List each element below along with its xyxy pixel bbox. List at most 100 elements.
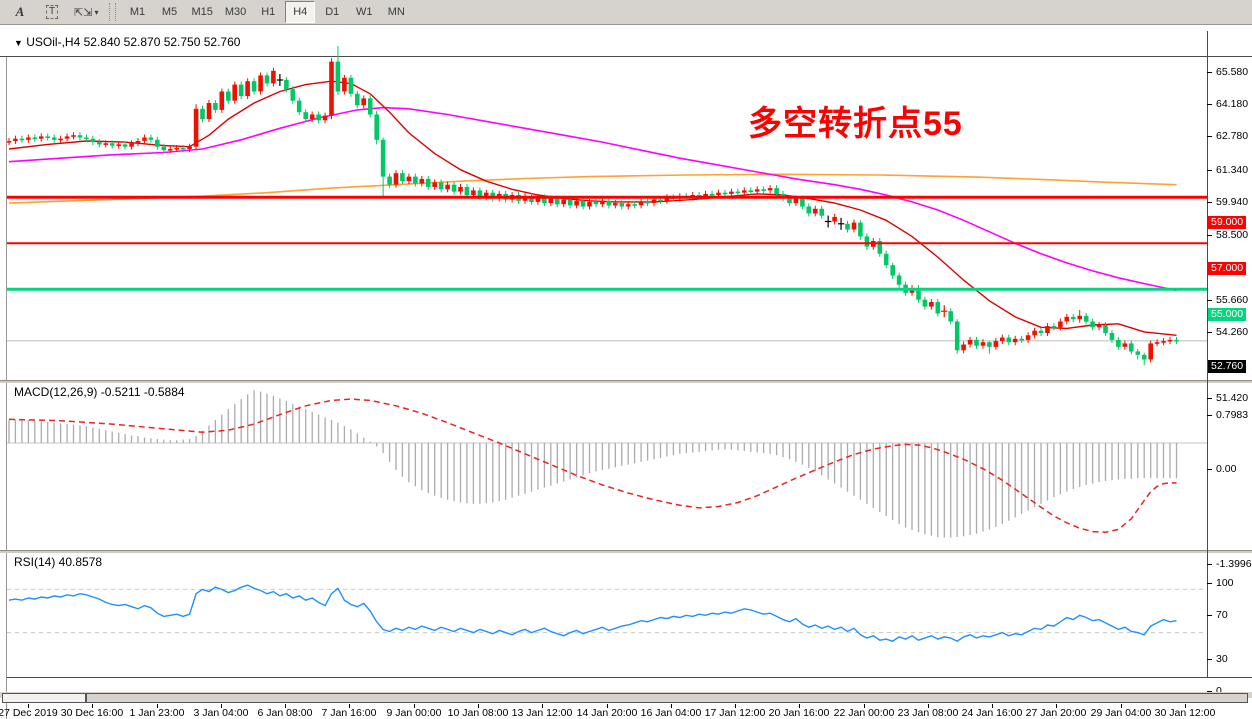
chart-frame-left <box>6 57 10 719</box>
time-axis-label: 10 Jan 08:00 <box>447 707 509 719</box>
time-axis-label: 6 Jan 08:00 <box>257 707 313 719</box>
panel-splitter-macd[interactable] <box>0 380 1252 383</box>
ohlc-values: 52.840 52.870 52.750 52.760 <box>83 35 241 49</box>
timeframe-m15-button[interactable]: M15 <box>191 6 213 18</box>
price-tick <box>1207 136 1212 137</box>
price-level-tag: 57.000 <box>1208 262 1247 275</box>
time-axis-label: 27 Dec 2019 <box>0 707 58 719</box>
annotate-icon: A <box>15 4 25 19</box>
toolbar-grip <box>109 3 117 21</box>
time-axis-label: 14 Jan 20:00 <box>576 707 638 719</box>
time-axis-label: 22 Jan 00:00 <box>833 707 895 719</box>
text-tool-button[interactable]: T <box>37 1 67 23</box>
price-tick-label: 64.180 <box>1216 98 1249 110</box>
cursor-icon: ⇱⇲ <box>74 6 93 19</box>
price-level-tag: 52.760 <box>1208 360 1247 373</box>
time-axis-label: 27 Jan 20:00 <box>1025 707 1087 719</box>
time-axis-label: 30 Dec 16:00 <box>60 707 124 719</box>
price-tick-label: 51.420 <box>1216 392 1249 404</box>
price-tick-label: 61.340 <box>1216 164 1249 176</box>
panel-splitter-rsi[interactable] <box>0 550 1252 553</box>
time-axis-line <box>7 677 1252 678</box>
macd-tick-label: 0.00 <box>1216 463 1237 475</box>
time-axis-label: 13 Jan 12:00 <box>511 707 573 719</box>
chart-symbol-title[interactable]: ▼ USOil-,H4 52.840 52.870 52.750 52.760 <box>14 35 240 49</box>
symbol-period-label: USOil-,H4 <box>26 35 81 49</box>
price-level-tag: 55.000 <box>1208 308 1247 321</box>
timeframe-w1-button[interactable]: W1 <box>356 6 373 18</box>
macd-tick <box>1207 469 1212 470</box>
timeframe-d1-button[interactable]: D1 <box>325 6 340 18</box>
ma-medium-line <box>8 106 1177 292</box>
chevron-down-icon: ▾ <box>94 7 99 17</box>
price-tick-label: 62.780 <box>1216 130 1249 142</box>
price-axis-line <box>1207 31 1208 677</box>
time-axis-label: 29 Jan 04:00 <box>1090 707 1152 719</box>
rsi-tick-label: 100 <box>1216 577 1234 589</box>
timeframe-m1-button[interactable]: M1 <box>129 6 146 18</box>
time-axis-label: 16 Jan 04:00 <box>640 707 702 719</box>
timeframe-m30-button[interactable]: M30 <box>224 6 247 18</box>
macd-histogram <box>8 390 1178 538</box>
macd-signal-line <box>8 398 1177 533</box>
main-chart-panel[interactable] <box>7 31 1207 380</box>
timeframe-mn-button[interactable]: MN <box>387 6 405 18</box>
rsi-tick-label: 0 <box>1216 685 1222 697</box>
macd-indicator-label: MACD(12,26,9) -0.5211 -0.5884 <box>14 385 185 399</box>
rsi-tick <box>1207 691 1212 692</box>
rsi-tick-label: 30 <box>1216 653 1228 665</box>
rsi-panel[interactable] <box>7 552 1207 677</box>
price-tick <box>1207 170 1212 171</box>
time-axis-label: 9 Jan 00:00 <box>386 707 442 719</box>
time-axis-label: 1 Jan 23:00 <box>129 707 185 719</box>
chart-tabs-strip <box>0 692 1252 703</box>
text-icon: T <box>45 5 59 19</box>
timeframe-m5-button[interactable]: M5 <box>161 6 178 18</box>
macd-tick-label: 0.7983 <box>1216 409 1249 421</box>
time-axis-label: 23 Jan 08:00 <box>897 707 959 719</box>
rsi-tick <box>1207 615 1212 616</box>
rsi-tick <box>1207 659 1212 660</box>
timeframe-h4-button[interactable]: H4 <box>285 1 316 23</box>
time-axis-label: 3 Jan 04:00 <box>193 707 249 719</box>
price-tick <box>1207 104 1212 105</box>
price-scale[interactable]: 65.580 64.180 62.780 61.340 59.940 58.500 55.6… <box>1207 26 1252 698</box>
time-scale[interactable]: 27 Dec 2019 30 Dec 16:00 1 Jan 23:00 3 Jan … <box>0 26 1252 719</box>
price-tick <box>1207 332 1212 333</box>
time-axis-label: 24 Jan 16:00 <box>961 707 1023 719</box>
price-tick <box>1207 300 1212 301</box>
time-axis-label: 30 Jan 12:00 <box>1154 707 1216 719</box>
chart-tab-current[interactable] <box>2 693 86 703</box>
price-tick-label: 65.580 <box>1216 66 1249 78</box>
collapse-triangle-icon[interactable]: ▼ <box>14 38 23 48</box>
macd-tick <box>1207 415 1212 416</box>
rsi-tick <box>1207 583 1212 584</box>
time-axis-label: 20 Jan 16:00 <box>768 707 830 719</box>
timeframe-h1-button[interactable]: H1 <box>261 6 276 18</box>
price-tick <box>1207 72 1212 73</box>
macd-tick <box>1207 564 1212 565</box>
macd-panel[interactable] <box>7 382 1207 550</box>
annotate-tool-button[interactable]: A <box>5 1 35 23</box>
rsi-line <box>8 584 1177 643</box>
price-tick <box>1207 398 1212 399</box>
macd-tick-label: -1.3996 <box>1216 558 1252 570</box>
time-axis-label: 7 Jan 16:00 <box>321 707 377 719</box>
price-level-tag: 59.000 <box>1208 216 1247 229</box>
chart-tabs-area[interactable] <box>86 693 1248 703</box>
chart-frame-top <box>0 56 1252 57</box>
price-tick-label: 58.500 <box>1216 229 1249 241</box>
candles <box>7 46 1179 366</box>
chart-window: ▼ USOil-,H4 52.840 52.870 52.750 52.760 … <box>0 26 1252 719</box>
rsi-tick-label: 70 <box>1216 609 1228 621</box>
cursor-tool-button[interactable]: ⇱⇲ ▾ <box>69 1 103 23</box>
rsi-indicator-label: RSI(14) 40.8578 <box>14 555 103 569</box>
price-tick-label: 55.660 <box>1216 294 1249 306</box>
toolbar: A T ⇱⇲ ▾ M1 M5 M15 M30 H1 H4 D1 W1 MN <box>0 0 1252 25</box>
price-tick-label: 59.940 <box>1216 196 1249 208</box>
time-axis-label: 17 Jan 12:00 <box>704 707 766 719</box>
price-tick-label: 54.260 <box>1216 326 1249 338</box>
chart-annotation-text[interactable]: 多空转折点55 <box>748 105 963 143</box>
price-tick <box>1207 235 1212 236</box>
price-tick <box>1207 202 1212 203</box>
